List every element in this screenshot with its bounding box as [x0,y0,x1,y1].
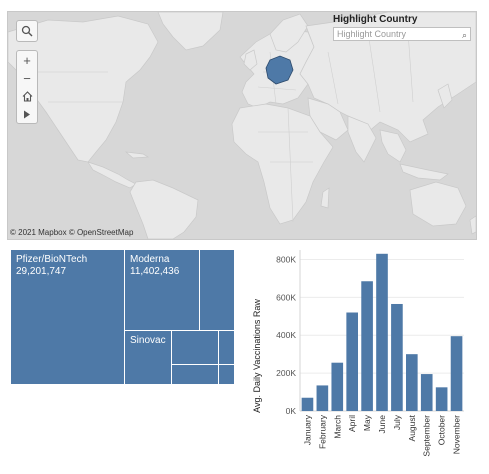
x-tick-label: October [437,415,447,445]
play-arrow-icon [24,110,30,118]
highlight-country-label: Highlight Country [333,14,418,25]
reset-map-button[interactable] [17,87,37,105]
bar[interactable] [376,253,388,411]
y-axis-label: Avg. Daily Vaccinations Raw [252,299,262,413]
bar[interactable] [420,374,433,411]
map-zoom-controls: + − [16,50,38,124]
map-attribution: © 2021 Mapbox © OpenStreetMap [10,228,134,237]
bar[interactable] [346,312,358,411]
treemap-cell-pfizer[interactable]: Pfizer/BioNTech 29,201,747 [10,249,125,385]
vaccine-treemap: Pfizer/BioNTech 29,201,747 Moderna 11,40… [10,249,235,385]
x-tick-label: April [347,415,357,432]
y-axis-label-wrap: Avg. Daily Vaccinations Raw [252,299,262,413]
zoom-out-button[interactable]: − [17,69,37,87]
map-search-button[interactable] [16,20,38,42]
treemap-cell-other[interactable] [218,364,235,385]
x-tick-label: February [317,414,327,449]
bar[interactable] [450,336,463,411]
highlight-country-input[interactable]: Highlight Country ⌕ [333,27,471,41]
treemap-cell-other[interactable] [171,364,219,385]
pan-tool-button[interactable] [17,105,37,123]
y-tick-label: 200K [276,368,296,378]
bar[interactable] [316,385,329,411]
treemap-cell-moderna[interactable]: Moderna 11,402,436 [124,249,200,331]
x-tick-label: May [362,414,372,431]
treemap-cell-other[interactable] [199,249,235,331]
treemap-cell-value: 11,402,436 [130,266,180,277]
bar[interactable] [361,281,373,411]
highlighted-country-germany [265,55,294,85]
bar[interactable] [391,303,403,411]
y-tick-label: 600K [276,292,296,302]
x-tick-label: January [302,414,312,445]
map-toolbar: + − [16,20,40,124]
home-icon [22,90,32,102]
x-tick-label: March [332,415,342,439]
treemap-cell-other[interactable] [171,330,219,365]
plus-icon: + [23,52,31,68]
y-tick-label: 400K [276,330,296,340]
treemap-cell-name: Pfizer/BioNTech [16,254,88,265]
world-map[interactable]: + − Highlight Country Highlight Country … [7,11,477,240]
minus-icon: − [23,70,31,86]
x-tick-label: November [452,415,462,454]
search-icon [21,25,33,37]
x-tick-label: July [392,414,402,430]
y-tick-label: 800K [276,254,296,264]
x-tick-label: September [422,415,432,457]
x-tick-label: June [377,415,387,434]
bar[interactable] [406,354,418,411]
bar[interactable] [435,387,448,411]
search-icon: ⌕ [461,30,467,40]
treemap-cell-value: 29,201,747 [16,266,67,277]
monthly-vaccinations-chart: Avg. Daily Vaccinations Raw 0K 200K 400K 60… [248,244,473,466]
treemap-cell-sinovac[interactable]: Sinovac [124,330,172,385]
bar[interactable] [331,362,344,411]
treemap-cell-name: Sinovac [130,335,166,346]
bar[interactable] [301,397,314,411]
treemap-cell-name: Moderna [130,254,170,265]
highlight-country-placeholder: Highlight Country [337,29,407,39]
zoom-in-button[interactable]: + [17,51,37,69]
x-tick-label: August [407,414,417,441]
treemap-cell-other[interactable] [218,330,235,365]
bar-chart-svg: 0K 200K 400K 600K 800K January February March Ap… [276,250,464,457]
y-tick-label: 0K [286,406,297,416]
map-land-layer [8,12,476,239]
